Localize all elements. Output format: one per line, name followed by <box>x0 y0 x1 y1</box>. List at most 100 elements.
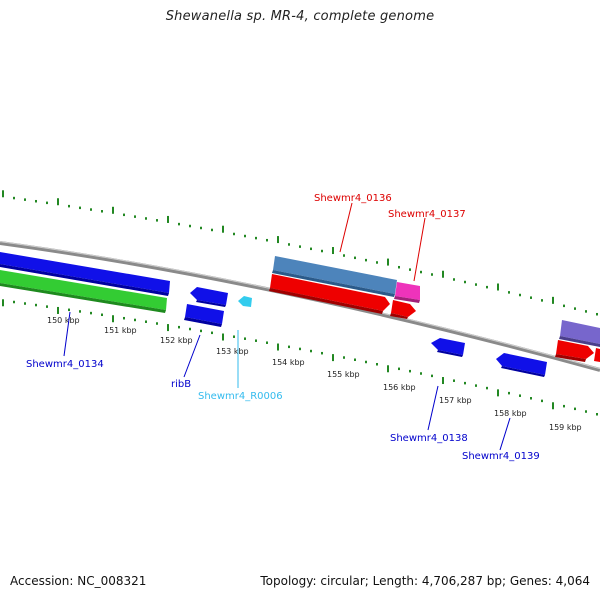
major-tick <box>222 225 224 233</box>
major-tick <box>497 389 499 397</box>
minor-tick <box>574 407 576 411</box>
minor-tick <box>35 303 37 307</box>
minor-tick <box>24 198 26 201</box>
minor-tick <box>134 215 136 218</box>
kbp-label: 150 kbp <box>47 316 80 325</box>
minor-tick <box>563 404 565 408</box>
kbp-label: 152 kbp <box>160 336 193 345</box>
minor-tick <box>519 394 521 397</box>
gene-blue-left-fwd[interactable] <box>0 252 170 293</box>
major-tick <box>387 258 389 266</box>
minor-tick <box>541 399 543 403</box>
minor-tick <box>211 331 213 335</box>
minor-tick <box>244 337 246 340</box>
minor-tick <box>24 302 26 305</box>
major-tick <box>2 190 4 198</box>
minor-tick <box>244 234 246 238</box>
leader-0134 <box>63 311 71 357</box>
minor-tick <box>530 296 532 299</box>
minor-tick <box>585 410 587 413</box>
minor-tick <box>354 256 356 260</box>
gene-label-0139[interactable]: Shewmr4_0139 <box>462 451 540 462</box>
minor-tick <box>145 217 147 220</box>
gene-0139-shade <box>501 366 545 377</box>
gene-ribB[interactable] <box>185 304 224 324</box>
kbp-label: 154 kbp <box>272 358 305 367</box>
minor-tick <box>475 384 477 387</box>
gene-green-shade <box>0 283 166 313</box>
leader-0137 <box>413 217 426 282</box>
gene-red-big[interactable] <box>270 274 390 311</box>
topology-text: Topology: circular; Length: 4,706,287 bp… <box>260 574 590 588</box>
gene-ribB-upper[interactable] <box>190 287 228 305</box>
gene-label-0136[interactable]: Shewmr4_0136 <box>314 193 392 204</box>
gene-0136[interactable] <box>273 256 397 294</box>
minor-tick <box>365 258 367 262</box>
minor-tick <box>310 247 312 251</box>
minor-tick <box>310 349 312 353</box>
gene-ribB-shade <box>184 317 222 327</box>
map-title: Shewanella sp. MR-4, complete genome <box>165 9 435 24</box>
gene-red-small[interactable] <box>391 300 416 317</box>
minor-tick <box>464 381 466 385</box>
kbp-label: 158 kbp <box>494 409 527 418</box>
major-tick <box>222 333 224 341</box>
leader-0138 <box>427 385 439 431</box>
major-tick <box>497 283 499 291</box>
gene-label-0137[interactable]: Shewmr4_0137 <box>388 209 466 220</box>
major-tick <box>552 296 554 304</box>
minor-tick <box>376 261 378 264</box>
major-tick <box>277 343 279 351</box>
gene-green[interactable] <box>0 270 167 310</box>
kbp-label-group: 150 kbp 151 kbp 152 kbp 153 kbp 154 kbp … <box>47 316 582 432</box>
minor-tick <box>431 374 433 378</box>
gene-label-R0006[interactable]: Shewmr4_R0006 <box>198 391 283 402</box>
accession-text: Accession: NC_008321 <box>10 574 147 588</box>
gene-0138[interactable] <box>431 338 465 355</box>
gene-red-right-shade <box>555 354 586 362</box>
minor-tick <box>563 304 565 308</box>
gene-0137[interactable] <box>395 282 420 300</box>
leader-0136 <box>339 202 353 253</box>
gene-0139[interactable] <box>496 353 547 375</box>
minor-tick <box>596 413 598 416</box>
minor-tick <box>79 310 81 313</box>
minor-tick <box>321 249 323 253</box>
kbp-label: 151 kbp <box>104 326 137 335</box>
kbp-label: 153 kbp <box>216 347 249 356</box>
gene-label-0134[interactable]: Shewmr4_0134 <box>26 359 104 370</box>
minor-tick <box>90 208 92 211</box>
major-tick <box>332 354 334 362</box>
leader-ribB <box>183 334 201 378</box>
minor-tick <box>574 307 576 310</box>
major-tick <box>277 236 279 244</box>
major-tick <box>442 270 444 278</box>
leader-0139 <box>499 417 511 451</box>
kbp-label: 157 kbp <box>439 396 472 405</box>
gene-R0006[interactable] <box>238 296 252 307</box>
minor-tick <box>530 397 532 400</box>
minor-tick <box>299 347 301 351</box>
major-tick <box>552 402 554 410</box>
minor-tick <box>288 345 290 349</box>
gene-red-right[interactable] <box>556 340 594 359</box>
gene-0136-shade <box>272 270 395 297</box>
gene-label-0138[interactable]: Shewmr4_0138 <box>390 433 468 444</box>
major-tick <box>387 365 389 373</box>
minor-tick <box>475 283 477 286</box>
minor-tick <box>13 300 15 304</box>
gene-ribB-upper-shade <box>196 300 226 307</box>
minor-tick <box>299 245 301 248</box>
minor-tick <box>409 369 411 373</box>
minor-tick <box>46 201 48 205</box>
minor-tick <box>266 341 268 344</box>
gene-label-ribB[interactable]: ribB <box>171 379 191 390</box>
minor-tick <box>233 232 235 236</box>
minor-tick <box>200 226 202 230</box>
minor-tick <box>266 238 268 242</box>
minor-tick <box>508 291 510 294</box>
gene-purple-shade <box>559 336 600 347</box>
minor-tick <box>90 311 92 315</box>
gene-red-right-2[interactable] <box>594 348 600 362</box>
